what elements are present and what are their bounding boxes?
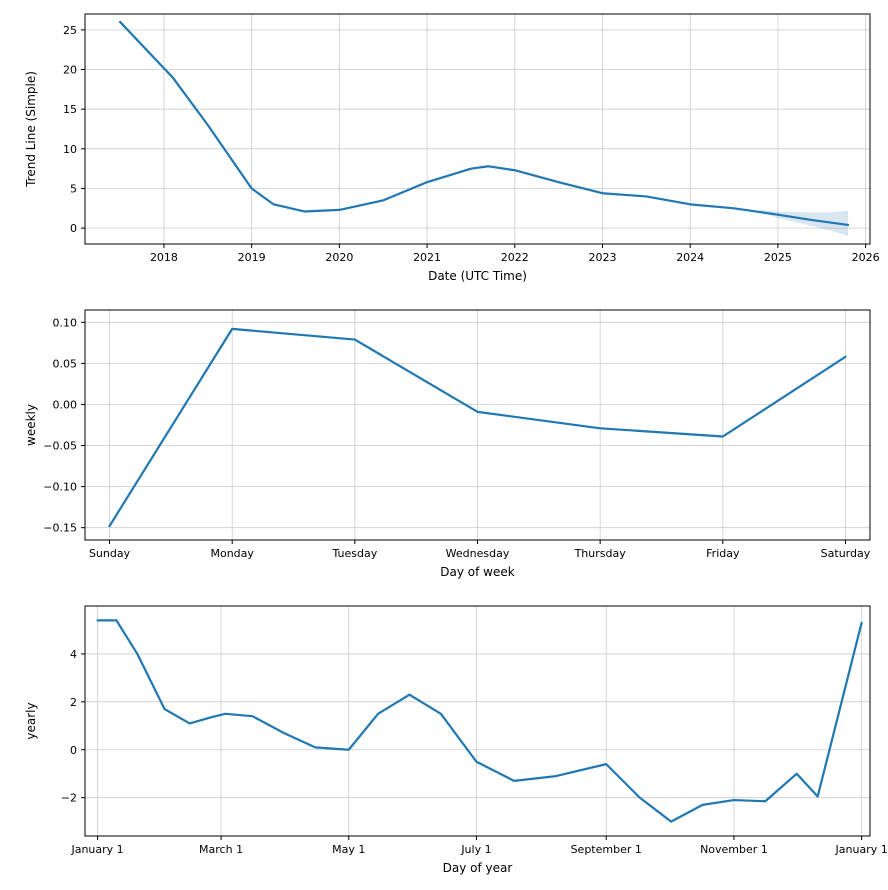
panel-trend-grid: 2018201920202021202220232024202520260510…	[63, 14, 880, 264]
y-tick-label: 0.00	[53, 398, 78, 411]
x-tick-label: Sunday	[89, 547, 131, 560]
x-tick-label: 2023	[588, 251, 616, 264]
figure: 2018201920202021202220232024202520260510…	[0, 0, 888, 890]
x-tick-label: September 1	[571, 843, 642, 856]
panel-trend-line	[120, 22, 848, 225]
x-tick-label: 2020	[325, 251, 353, 264]
y-tick-label: 0	[70, 222, 77, 235]
y-tick-label: 15	[63, 103, 77, 116]
y-tick-label: 10	[63, 143, 77, 156]
y-tick-label: 2	[70, 696, 77, 709]
x-tick-label: November 1	[700, 843, 768, 856]
panel-trend-frame	[85, 14, 870, 244]
y-tick-label: 20	[63, 64, 77, 77]
y-tick-label: 5	[70, 182, 77, 195]
y-tick-label: 25	[63, 24, 77, 37]
x-tick-label: July 1	[460, 843, 491, 856]
y-tick-label: −0.05	[43, 440, 77, 453]
panel-yearly-grid: January 1 March 1 May 1 July 1 September 1 No…	[61, 606, 888, 856]
x-tick-label: 2026	[852, 251, 880, 264]
panel-trend-ylabel: Trend Line (Simple)	[24, 71, 38, 188]
panel-weekly-ylabel: weekly	[24, 404, 38, 446]
x-tick-label: 2022	[501, 251, 529, 264]
x-tick-label: 2021	[413, 251, 441, 264]
x-tick-label: Friday	[706, 547, 740, 560]
x-tick-label: Saturday	[821, 547, 871, 560]
panel-trend-xlabel: Date (UTC Time)	[428, 269, 527, 283]
y-tick-label: 0.05	[53, 357, 78, 370]
panel-yearly-xlabel: Day of year	[443, 861, 513, 875]
x-tick-label: 2024	[676, 251, 704, 264]
panel-trend: 2018201920202021202220232024202520260510…	[24, 14, 880, 283]
y-tick-label: −0.10	[43, 481, 77, 494]
x-tick-label: Tuesday	[331, 547, 377, 560]
panel-yearly-ylabel: yearly	[24, 702, 38, 739]
y-tick-label: −2	[61, 792, 77, 805]
panel-weekly-xlabel: Day of week	[440, 565, 514, 579]
x-tick-label: January 1	[70, 843, 123, 856]
x-tick-label: Monday	[210, 547, 254, 560]
y-tick-label: 0	[70, 744, 77, 757]
y-tick-label: −0.15	[43, 522, 77, 535]
x-tick-label: Thursday	[574, 547, 627, 560]
figure-svg: 2018201920202021202220232024202520260510…	[0, 0, 888, 890]
panel-weekly: Sunday Monday Tuesday Wednesday Thursday Frid…	[24, 310, 871, 579]
x-tick-label: 2025	[764, 251, 792, 264]
panel-yearly-line	[98, 620, 862, 821]
y-tick-label: 4	[70, 648, 77, 661]
y-tick-label: 0.10	[53, 316, 78, 329]
panel-yearly: January 1 March 1 May 1 July 1 September 1 No…	[24, 606, 888, 875]
x-tick-label: 2019	[238, 251, 266, 264]
x-tick-label: May 1	[332, 843, 365, 856]
x-tick-label: January 1	[835, 843, 888, 856]
x-tick-label: March 1	[199, 843, 243, 856]
x-tick-label: 2018	[150, 251, 178, 264]
x-tick-label: Wednesday	[446, 547, 510, 560]
